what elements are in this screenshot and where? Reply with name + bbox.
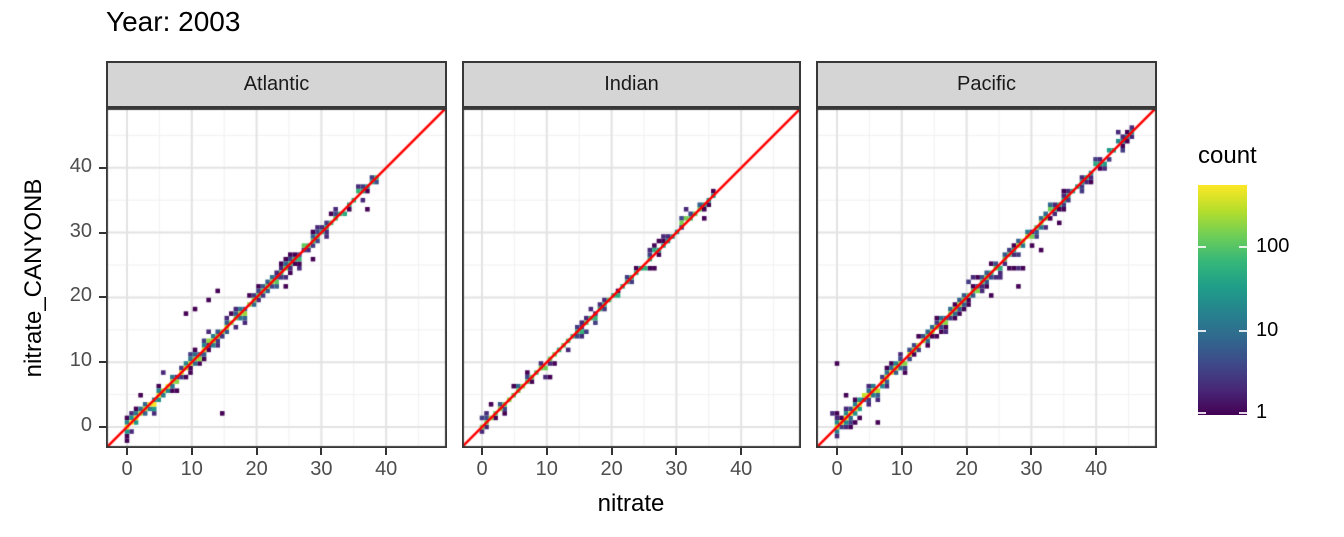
facet-strip-pacific: Pacific [816, 61, 1157, 108]
legend-tick-label: 10 [1256, 319, 1279, 342]
x-tick-mark [190, 448, 193, 455]
facet-label: Atlantic [243, 73, 310, 95]
legend-tick-mark [1239, 412, 1247, 414]
x-axis-title: nitrate [597, 490, 665, 517]
y-tick-label: 40 [69, 154, 92, 177]
legend-tick-mark [1198, 330, 1206, 333]
x-tick-mark [900, 448, 903, 455]
x-tick-label: 30 [665, 458, 688, 480]
legend-tick-mark [1239, 330, 1247, 333]
x-tick-mark [740, 448, 743, 455]
y-tick-label: 10 [69, 349, 92, 372]
x-tick-label: 40 [1085, 458, 1108, 480]
x-tick-label: 10 [535, 458, 558, 480]
x-tick-label: 30 [1020, 458, 1043, 480]
x-tick-label: 0 [476, 458, 488, 480]
x-tick-mark [836, 448, 838, 455]
panel-canvas-atlantic [106, 108, 447, 448]
x-tick-mark [965, 448, 968, 455]
legend-tick-mark [1198, 412, 1206, 414]
y-tick-mark [99, 426, 106, 428]
x-tick-label: 40 [375, 458, 398, 480]
legend-tick-label: 100 [1256, 235, 1290, 258]
x-tick-label: 40 [730, 458, 753, 480]
legend-colorbar [1198, 185, 1247, 415]
x-tick-mark [1095, 448, 1098, 455]
plot-title: Year: 2003 [106, 6, 241, 37]
facet-strip-indian: Indian [462, 61, 801, 108]
x-tick-mark [126, 448, 128, 455]
x-tick-label: 10 [890, 458, 913, 480]
x-tick-mark [610, 448, 613, 455]
panel-canvas-indian [462, 108, 801, 448]
x-tick-label: 30 [310, 458, 333, 480]
legend-title: count [1198, 142, 1257, 169]
y-tick-mark [99, 166, 106, 169]
y-tick-mark [99, 231, 106, 234]
facet-label: Pacific [957, 73, 1016, 95]
x-tick-label: 10 [180, 458, 203, 480]
x-tick-label: 20 [600, 458, 623, 480]
facet-label: Indian [604, 73, 659, 95]
x-tick-mark [675, 448, 678, 455]
y-tick-mark [99, 296, 106, 299]
legend-tick-label: 1 [1256, 401, 1268, 423]
x-tick-mark [320, 448, 323, 455]
panel-canvas-pacific [816, 108, 1157, 448]
x-tick-mark [255, 448, 258, 455]
y-tick-mark [99, 361, 106, 364]
x-tick-label: 0 [121, 458, 133, 480]
x-tick-label: 20 [955, 458, 978, 480]
y-tick-label: 0 [80, 414, 92, 436]
x-tick-mark [481, 448, 483, 455]
x-tick-label: 0 [831, 458, 843, 480]
legend-tick-mark [1239, 246, 1247, 249]
x-tick-mark [1030, 448, 1033, 455]
x-tick-label: 20 [245, 458, 268, 480]
y-axis-title: nitrate_CANYONB [20, 178, 47, 378]
x-tick-mark [545, 448, 548, 455]
x-tick-mark [385, 448, 388, 455]
y-tick-label: 20 [69, 284, 92, 307]
y-tick-label: 30 [69, 219, 92, 242]
legend-tick-mark [1198, 246, 1206, 249]
facet-strip-atlantic: Atlantic [106, 61, 447, 108]
